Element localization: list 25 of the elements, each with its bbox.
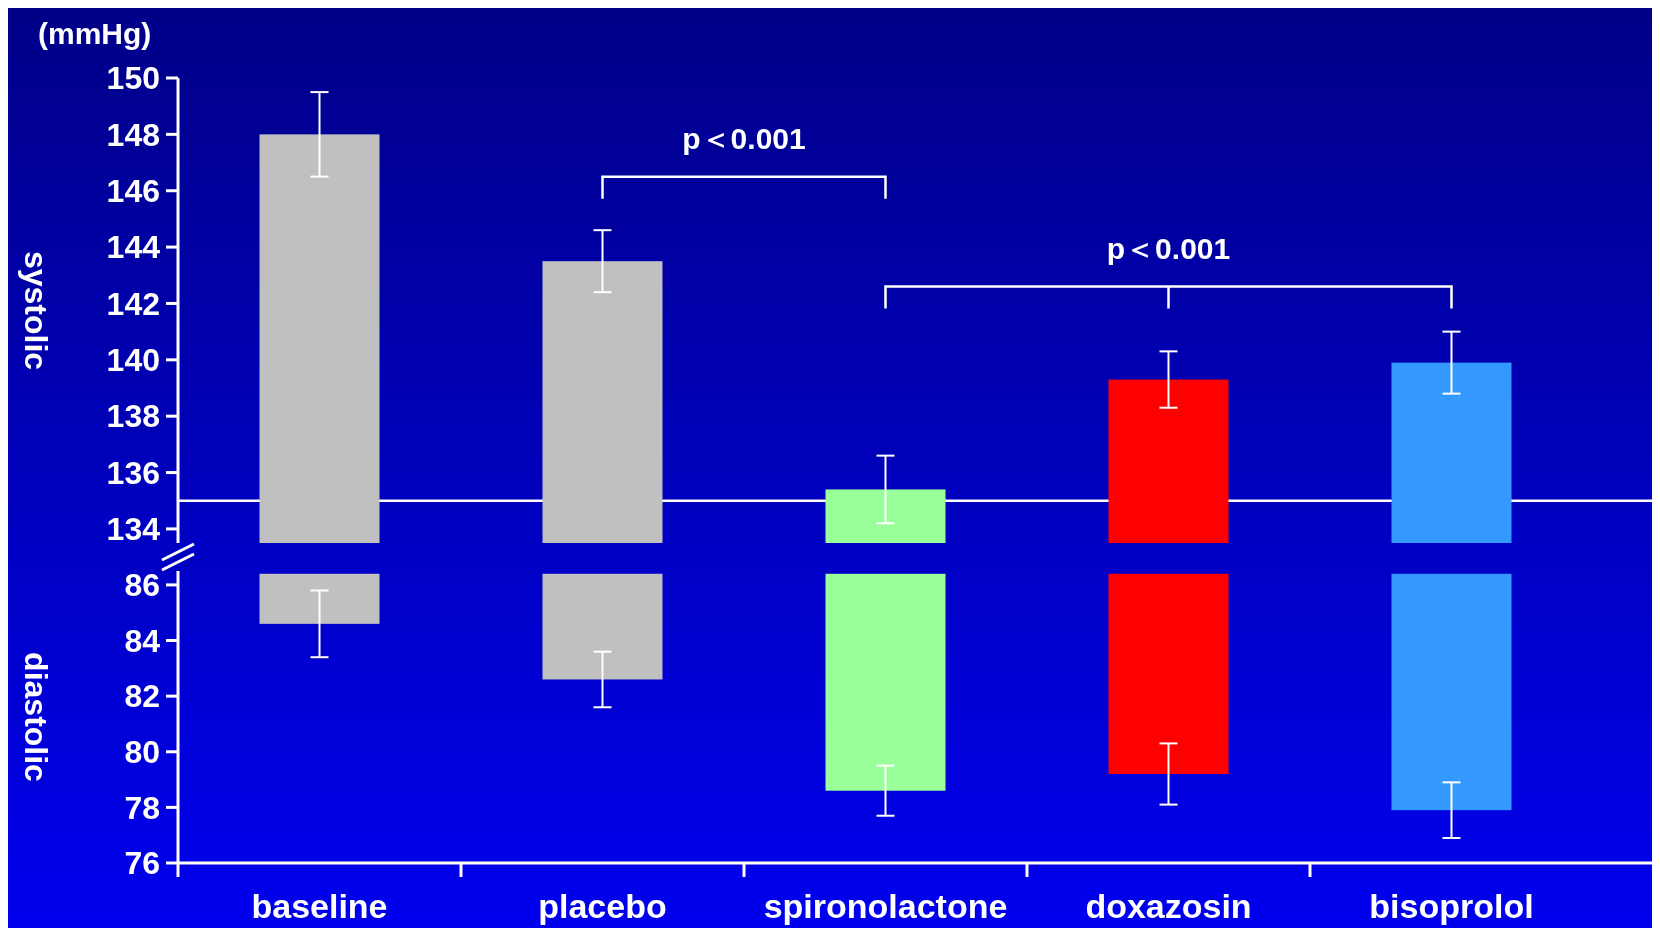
y-tick-label: 142 — [106, 285, 160, 322]
x-tick-label: baseline — [251, 887, 388, 925]
y-tick-label: 140 — [106, 342, 160, 379]
y-tick-label: 82 — [124, 678, 160, 715]
y-tick-label: 144 — [106, 229, 161, 266]
x-tick-label: doxazosin — [1085, 887, 1252, 925]
x-tick-label: placebo — [538, 887, 667, 925]
y-tick-label: 80 — [124, 733, 160, 770]
y-tick-label: 150 — [106, 60, 160, 97]
x-tick-label: bisoprolol — [1369, 887, 1534, 925]
y-tick-label: 78 — [124, 789, 160, 826]
y-tick-label: 134 — [106, 511, 161, 548]
y-axis-title: systolic — [17, 250, 54, 371]
y-tick-label: 136 — [106, 454, 160, 491]
text: (mmHg) — [38, 17, 152, 50]
y-tick-label: 148 — [106, 116, 160, 153]
annotation: p＜0.001 — [682, 121, 806, 155]
y-tick-label: 146 — [106, 172, 160, 209]
y-tick-label: 84 — [124, 622, 161, 659]
y-tick-label: 138 — [106, 398, 160, 435]
y-tick-label: 86 — [124, 567, 160, 604]
y-axis-title: diastolic — [17, 652, 54, 782]
x-tick-label: spironolactone — [763, 887, 1008, 925]
annotation: p＜0.001 — [1106, 231, 1231, 265]
y-tick-label: 76 — [124, 845, 160, 882]
